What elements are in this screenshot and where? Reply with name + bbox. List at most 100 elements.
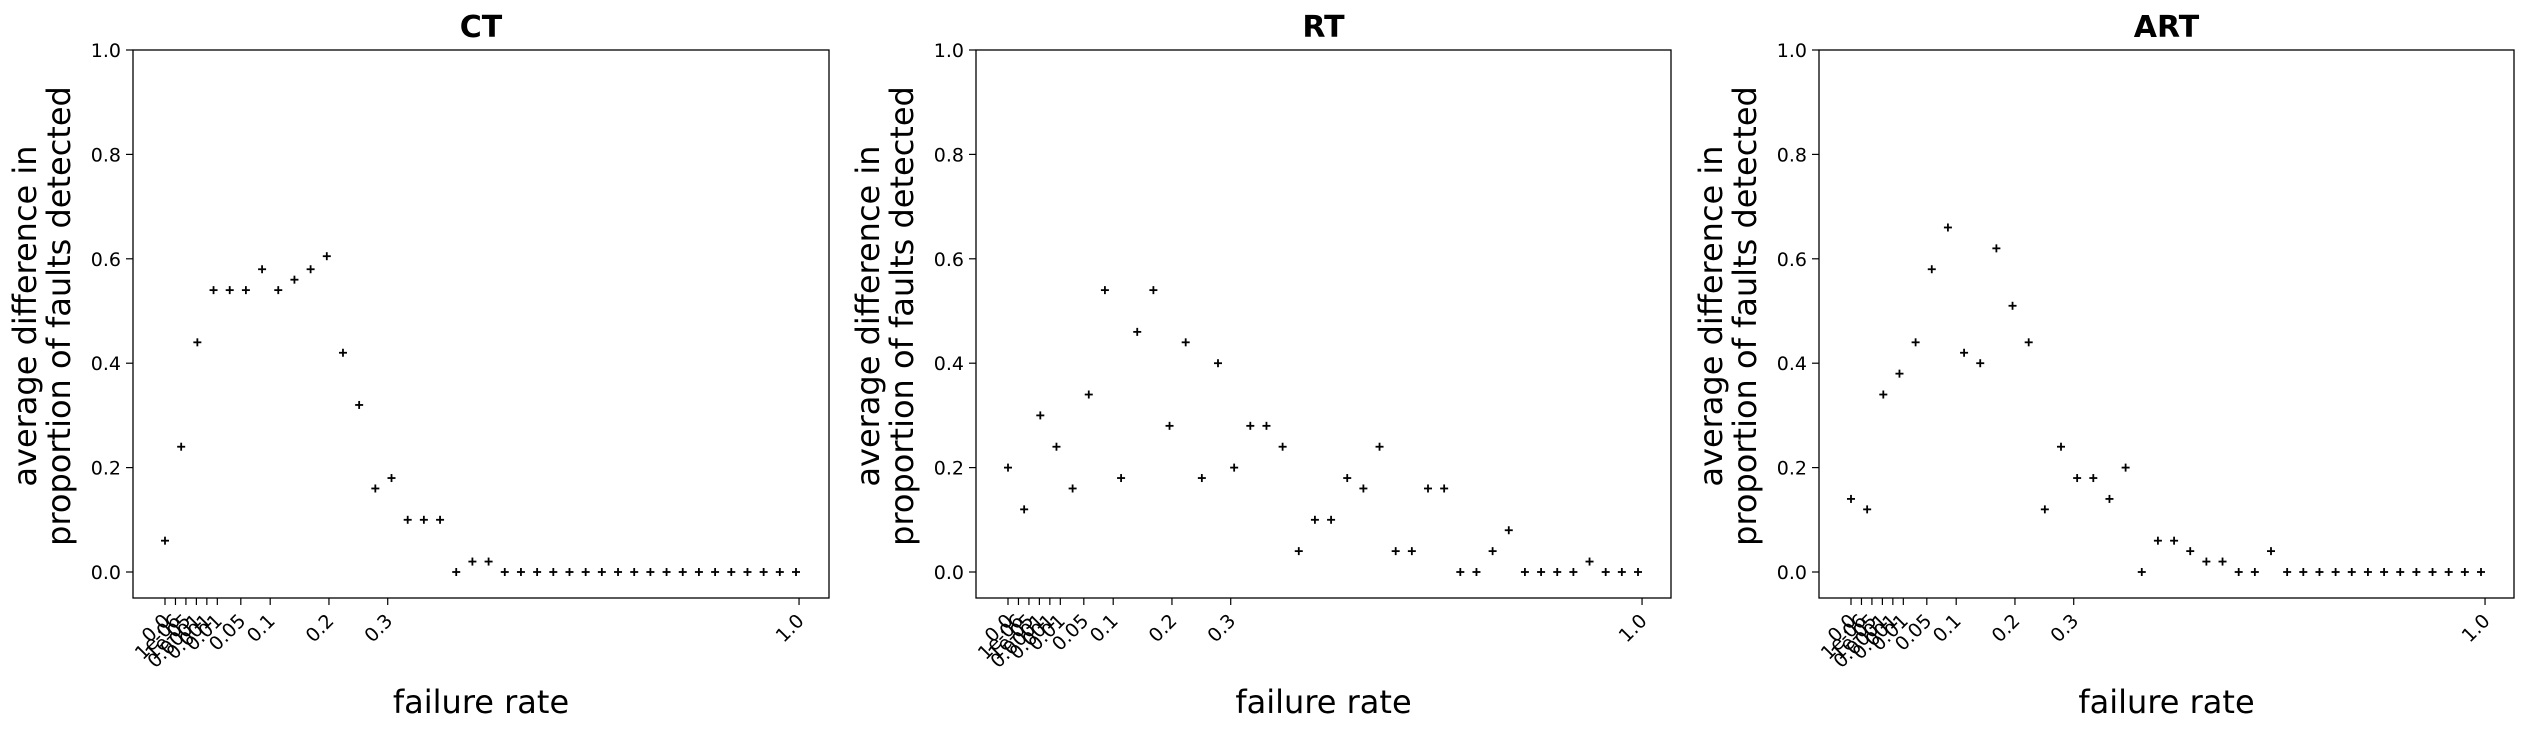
- data-point: [1992, 244, 2001, 253]
- data-point: [2412, 568, 2421, 576]
- y-tick-label: 1.0: [1777, 40, 1807, 62]
- chart-title: RT: [1302, 10, 1345, 45]
- data-point: [1863, 505, 1872, 514]
- data-point: [1553, 568, 1562, 576]
- data-point: [2234, 568, 2243, 576]
- y-axis-label-line-1: average difference in: [6, 145, 44, 486]
- data-point: [2444, 568, 2453, 576]
- data-point: [500, 568, 509, 576]
- data-point: [225, 286, 234, 295]
- data-point: [759, 568, 768, 576]
- x-tick-label: 0.3: [1203, 610, 1240, 647]
- y-tick-label: 0.6: [1777, 249, 1807, 271]
- chart-title: ART: [2134, 10, 2200, 45]
- y-axis-label-line-2: proportion of faults detected: [40, 86, 78, 546]
- data-point: [1181, 338, 1190, 347]
- data-point: [2024, 338, 2033, 347]
- data-point: [1165, 421, 1174, 430]
- data-point: [1133, 327, 1142, 336]
- panel-ct: CT0.00.20.40.60.81.00.01e-061e-050.00010…: [6, 10, 830, 721]
- data-point: [630, 568, 639, 576]
- data-point: [1585, 557, 1594, 566]
- data-point: [1537, 568, 1546, 576]
- data-point: [177, 442, 186, 451]
- data-point: [1020, 505, 1029, 514]
- data-point: [387, 474, 396, 483]
- x-axis-label: failure rate: [1235, 683, 1411, 721]
- data-point: [209, 286, 218, 295]
- data-point: [662, 568, 671, 576]
- data-point: [581, 568, 590, 576]
- data-point: [2396, 568, 2405, 576]
- data-point: [1117, 474, 1126, 483]
- data-point: [1036, 411, 1045, 420]
- data-point: [2250, 568, 2259, 576]
- data-point: [338, 348, 347, 357]
- data-point: [193, 338, 202, 347]
- data-point: [2186, 547, 2195, 556]
- data-point: [1278, 442, 1287, 451]
- data-point: [161, 536, 169, 545]
- data-point: [1375, 442, 1384, 451]
- data-point: [2380, 568, 2389, 576]
- y-tick-label: 0.8: [1777, 144, 1807, 166]
- data-point: [371, 484, 380, 493]
- data-point: [2283, 568, 2292, 576]
- data-point: [614, 568, 623, 576]
- data-point: [694, 568, 703, 576]
- y-axis-label-line-1: average difference in: [849, 145, 887, 486]
- y-tick-label: 0.2: [1777, 458, 1807, 480]
- x-tick-label: 0.1: [243, 610, 280, 647]
- y-tick-label: 0.0: [934, 562, 964, 584]
- data-point: [1052, 442, 1061, 451]
- data-point: [355, 400, 364, 409]
- data-point: [1391, 547, 1400, 556]
- chart-title: CT: [460, 10, 503, 45]
- y-tick-label: 0.2: [934, 458, 964, 480]
- y-tick-label: 1.0: [934, 40, 964, 62]
- x-tick-label: 0.3: [360, 610, 397, 647]
- data-point: [1976, 359, 1985, 368]
- panel-art: ART0.00.20.40.60.81.00.01e-061e-050.0001…: [1692, 10, 2515, 721]
- data-point: [549, 568, 558, 576]
- data-point: [1294, 547, 1303, 556]
- data-point: [1634, 568, 1642, 576]
- y-tick-label: 0.6: [934, 249, 964, 271]
- data-point: [290, 275, 299, 284]
- data-point: [2460, 568, 2469, 576]
- data-point: [1601, 568, 1610, 576]
- data-point: [2331, 568, 2340, 576]
- data-point: [2428, 568, 2437, 576]
- x-tick-label: 0.2: [1988, 610, 2025, 647]
- data-point: [711, 568, 720, 576]
- x-tick-label: 1.0: [772, 610, 809, 647]
- data-point: [2477, 568, 2485, 576]
- data-point: [241, 286, 250, 295]
- y-tick-label: 0.4: [91, 353, 121, 375]
- y-tick-label: 0.8: [91, 144, 121, 166]
- data-point: [1214, 359, 1222, 368]
- data-point: [322, 252, 331, 261]
- plot-frame: [975, 49, 1672, 599]
- data-point: [2218, 557, 2227, 566]
- data-point: [2105, 494, 2114, 503]
- data-point: [1407, 547, 1416, 556]
- x-axis-label: failure rate: [393, 683, 569, 721]
- data-point: [1004, 463, 1012, 472]
- data-point: [274, 286, 283, 295]
- data-point: [1197, 474, 1206, 483]
- data-point: [1847, 494, 1855, 503]
- data-point: [1960, 348, 1969, 357]
- y-axis-label-line-2: proportion of faults detected: [1726, 86, 1764, 546]
- data-point: [2299, 568, 2308, 576]
- x-axis-label: failure rate: [2078, 683, 2254, 721]
- data-point: [2089, 474, 2098, 483]
- data-point: [727, 568, 736, 576]
- data-point: [1617, 568, 1626, 576]
- data-point: [2315, 568, 2324, 576]
- data-point: [1246, 421, 1255, 430]
- data-point: [533, 568, 542, 576]
- data-point: [597, 568, 606, 576]
- data-point: [1440, 484, 1449, 493]
